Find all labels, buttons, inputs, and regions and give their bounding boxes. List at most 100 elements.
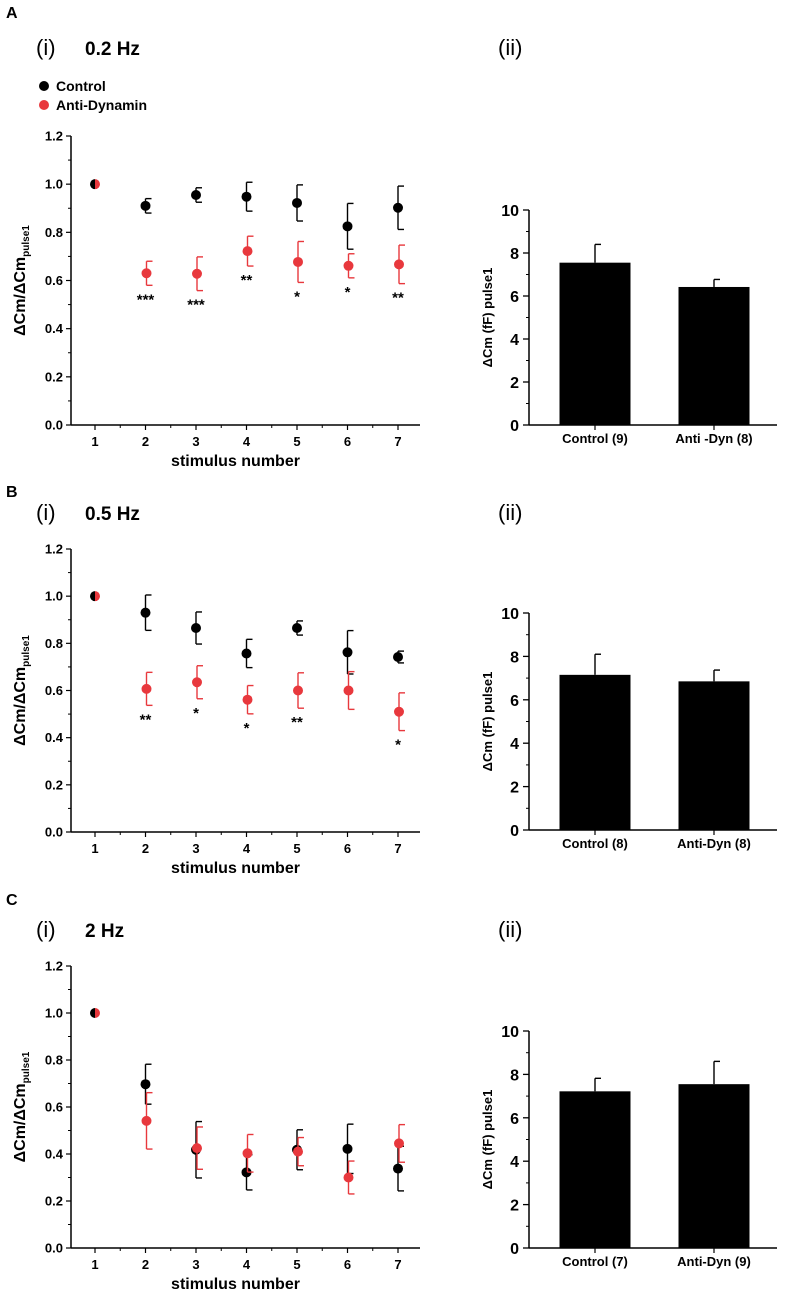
panel-a-bar-y-tick-label: 6: [510, 289, 519, 306]
panel-c-y-tick-label: 0.0: [45, 1241, 63, 1256]
panel-c-bar-y-tick-label: 2: [510, 1198, 519, 1215]
panel-b-x-tick-label: 5: [293, 841, 300, 856]
panel-c-y-axis-title-sub: pulse1: [21, 1051, 32, 1083]
charts: 0.0 0.2 0.4 0.6 0.8 1.0 1.2 1 2 3 4 5 6 7 stimulus num…: [12, 129, 777, 1293]
panel-c-bar-anti-dyn: [678, 1084, 750, 1248]
panel-b-y-tick-label: 0.8: [45, 636, 63, 651]
panel-b-bar-y-tick-label: 8: [510, 649, 519, 666]
panel-b-bar-category-label: Control (8): [562, 836, 628, 851]
panel-c-x-axis-title: stimulus number: [171, 1276, 300, 1293]
panel-b-point-anti-dynamin: [95, 591, 100, 602]
panel-b-significance-label: **: [140, 711, 152, 728]
panel-a-point-anti-dynamin: [394, 259, 404, 270]
panel-a-bar-y-tick-label: 0: [510, 418, 519, 435]
panel-b-y-tick-label: 1.0: [45, 589, 63, 604]
panel-c-y-tick-label: 1.2: [45, 959, 63, 974]
panel-a-frequency: 0.2 Hz: [85, 39, 140, 60]
panel-a-x-tick-label: 6: [344, 434, 351, 449]
panel-b-frequency: 0.5 Hz: [85, 504, 140, 525]
panel-a-point-control: [90, 179, 95, 190]
panel-b-point-anti-dynamin: [293, 685, 303, 696]
panel-b-bar-y-tick-label: 6: [510, 693, 519, 710]
panel-c-bar-chart: 0 2 4 6 8 10 ΔCm (fF) pulse1 Control (7) Anti-Dy…: [480, 1024, 777, 1269]
panel-b-x-axis-title: stimulus number: [171, 860, 300, 877]
panel-b-bar-control: [559, 674, 631, 830]
panel-a-point-control: [140, 200, 151, 211]
panel-b-point-anti-dynamin: [394, 706, 404, 717]
panel-a-x-tick-label: 4: [243, 434, 251, 449]
panel-c-bar-category-label: Control (7): [562, 1254, 628, 1269]
panel-c-y-tick-label: 0.2: [45, 1194, 63, 1209]
panel-a-x-tick-label: 2: [142, 434, 149, 449]
panel-b-bar-category-label: Anti-Dyn (8): [677, 836, 751, 851]
panel-a-point-anti-dynamin: [293, 256, 303, 267]
panel-b-y-axis-title: ΔCm/ΔCmpulse1: [12, 635, 32, 746]
panel-c-point-anti-dynamin: [141, 1115, 152, 1126]
panel-c-point-anti-dynamin: [242, 1148, 253, 1159]
panel-b-y-tick-label: 0.0: [45, 825, 63, 840]
panel-c-x-tick-label: 1: [91, 1257, 98, 1272]
panel-a-bar-category-label: Anti -Dyn (8): [675, 431, 752, 446]
panel-c-point-anti-dynamin: [293, 1146, 303, 1157]
panel-c-y-axis-title-main: ΔCm/ΔCm: [12, 1083, 29, 1162]
panel-a-y-tick-label: 0.2: [45, 369, 63, 384]
legend-marker-control: [39, 81, 49, 91]
panel-b-point-control: [342, 647, 353, 658]
panel-a-bar-y-tick-label: 2: [510, 375, 519, 392]
panel-b-bar-y-tick-label: 0: [510, 823, 519, 840]
panel-b-x-tick-label: 6: [344, 841, 351, 856]
panel-a-point-control: [342, 221, 353, 232]
panel-b-bar-roman: (ii): [498, 500, 522, 525]
panel-b-bar-y-axis-title: ΔCm (fF) pulse1: [480, 672, 495, 772]
panel-b-x-tick-label: 1: [91, 841, 98, 856]
panel-b-bar-y-tick-label: 4: [510, 736, 519, 753]
panel-b-y-axis-title-main: ΔCm/ΔCm: [12, 667, 29, 746]
panel-b-significance-label: *: [244, 720, 250, 737]
panel-c-x-tick-label: 2: [142, 1257, 149, 1272]
panel-a-significance-label: **: [241, 272, 253, 289]
panel-a-bar-control: [559, 262, 631, 425]
panel-b-y-tick-label: 0.6: [45, 683, 63, 698]
panel-a-bar-chart: 0 2 4 6 8 10 ΔCm (fF) pulse1 Control (9) Anti -D…: [480, 203, 777, 446]
panel-b-point-anti-dynamin: [343, 685, 354, 696]
panel-c-bar-control: [559, 1091, 631, 1248]
panel-b-scatter-plot: 0.0 0.2 0.4 0.6 0.8 1.0 1.2 1 2 3 4 5 6 7 stimulus num…: [12, 542, 420, 877]
panel-b-point-control: [292, 623, 302, 634]
panel-b-significance-label: *: [395, 737, 401, 754]
panel-b-y-axis-title-sub: pulse1: [21, 635, 32, 667]
panel-letter-b: B: [6, 484, 18, 501]
panel-a-y-axis-title-sub: pulse1: [21, 225, 32, 257]
panel-a-x-tick-label: 3: [192, 434, 199, 449]
legend: Control Anti-Dynamin: [39, 78, 147, 113]
panel-b-point-control: [90, 591, 95, 602]
legend-label-anti-dynamin: Anti-Dynamin: [56, 97, 147, 113]
panel-c-y-tick-label: 0.6: [45, 1100, 63, 1115]
panel-a-point-anti-dynamin: [141, 268, 152, 279]
legend-label-control: Control: [56, 78, 106, 94]
panel-letter-c: C: [6, 892, 18, 909]
panel-c-x-tick-label: 7: [394, 1257, 401, 1272]
panel-c-bar-category-label: Anti-Dyn (9): [677, 1254, 751, 1269]
panel-b-point-control: [191, 623, 201, 634]
panel-c-point-control: [342, 1143, 353, 1154]
panel-a-y-axis-title: ΔCm/ΔCmpulse1: [12, 225, 32, 336]
panel-a-x-tick-label: 1: [91, 434, 98, 449]
panel-a-bar-roman: (ii): [498, 35, 522, 60]
panel-a-bar-y-tick-label: 8: [510, 246, 519, 263]
panel-b-x-tick-label: 3: [192, 841, 199, 856]
panel-a-x-tick-label: 7: [394, 434, 401, 449]
panel-a-y-tick-label: 0.8: [45, 225, 63, 240]
panel-a-significance-label: **: [392, 290, 404, 307]
panel-c-x-tick-label: 3: [192, 1257, 199, 1272]
panel-a-x-tick-label: 5: [293, 434, 300, 449]
panel-c-x-tick-label: 4: [243, 1257, 251, 1272]
panel-a-point-anti-dynamin: [343, 260, 354, 271]
panel-c-y-tick-label: 1.0: [45, 1006, 63, 1021]
panel-b-bar-y-tick-label: 2: [510, 780, 519, 797]
panel-b-point-control: [140, 607, 151, 618]
panel-a-significance-label: ***: [137, 291, 155, 308]
panel-b-x-tick-label: 2: [142, 841, 149, 856]
panel-c-point-anti-dynamin: [394, 1138, 404, 1149]
panel-a-point-control: [292, 197, 302, 208]
panel-a-point-control: [241, 191, 252, 202]
